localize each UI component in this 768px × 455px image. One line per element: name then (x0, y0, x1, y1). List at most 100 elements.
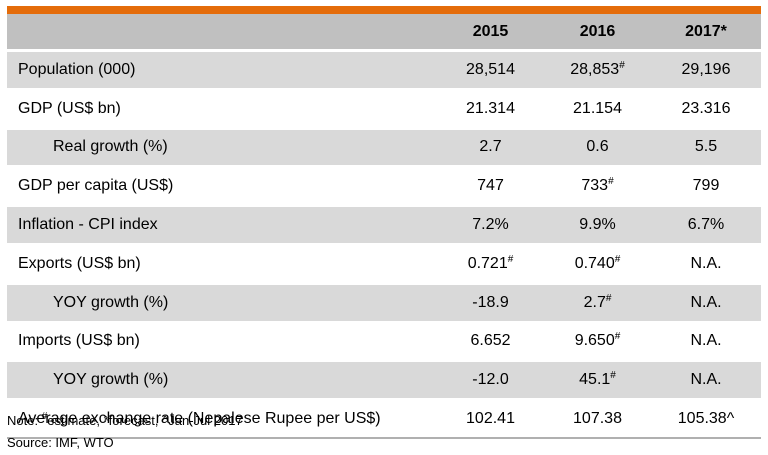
value-cell: 28,514 (437, 50, 544, 91)
cell-value: 21.314 (466, 99, 515, 117)
cell-value: 29,196 (681, 60, 731, 78)
value-cell: 747 (437, 166, 544, 208)
table-row: Inflation - CPI index 7.2% 9.9% 6.7% (7, 205, 761, 246)
table-row: Imports (US$ bn) 6.652 9.650# N.A. (7, 322, 761, 363)
value-cell: -12.0 (437, 360, 544, 402)
header-cell-2017: 2017* (651, 14, 761, 52)
note-estimate-mark: # (41, 411, 48, 422)
value-cell: 9.650# (544, 322, 651, 363)
cell-value: N.A. (690, 332, 722, 350)
value-cell: 2.7# (544, 283, 651, 324)
value-cell: 6.7% (651, 205, 761, 246)
cell-value: N.A. (690, 293, 722, 311)
value-cell: N.A. (651, 244, 761, 285)
cell-value: 5.5 (694, 138, 718, 156)
table-note: Note: #estimate, *forecast, ^Jan-Jul 201… (7, 411, 243, 429)
table-row: Average exchange rate (Nepalese Rupee pe… (7, 399, 761, 439)
cell-value: 6.652 (470, 332, 511, 350)
row-label: GDP (US$ bn) (7, 89, 437, 130)
table-source: Source: IMF, WTO (7, 435, 114, 450)
value-cell: 28,853# (544, 50, 651, 91)
estimate-marker: # (614, 253, 621, 265)
cell-value: 2.7 (479, 138, 502, 156)
row-label: Imports (US$ bn) (7, 322, 437, 363)
table-row: Exports (US$ bn) 0.721# 0.740# N.A. (7, 244, 761, 285)
value-cell: 5.5 (651, 128, 761, 169)
cell-value: -12.0 (472, 371, 509, 389)
value-cell: 105.38^ (651, 399, 761, 439)
header-cell-2015: 2015 (437, 14, 544, 52)
estimate-marker: # (619, 59, 625, 71)
cell-value: 733 (581, 177, 609, 195)
header-cell-2016: 2016 (544, 14, 651, 52)
value-cell: 2.7 (437, 128, 544, 169)
cell-value: 0.6 (586, 138, 609, 156)
cell-value: 9.9% (579, 216, 616, 234)
cell-value: 6.7% (687, 216, 725, 234)
economic-indicators-table: 2015 2016 2017* Population (000) 28,514 28… (7, 14, 761, 439)
row-label: GDP per capita (US$) (7, 166, 437, 208)
note-prefix: Note: (7, 413, 42, 428)
value-cell: 102.41 (437, 399, 544, 439)
value-cell: 9.9% (544, 205, 651, 246)
cell-value: 21.154 (573, 99, 622, 117)
cell-value: 102.41 (466, 410, 515, 428)
cell-value: 2.7 (583, 293, 606, 311)
value-cell: 29,196 (651, 50, 761, 91)
cell-value: 0.740 (574, 254, 615, 272)
value-cell: N.A. (651, 283, 761, 324)
cell-value: 799 (692, 177, 720, 195)
estimate-marker: # (614, 331, 621, 343)
cell-value: -18.9 (472, 293, 509, 311)
table-row: Population (000) 28,514 28,853# 29,196 (7, 50, 761, 91)
value-cell: 107.38 (544, 399, 651, 439)
row-label: Exports (US$ bn) (7, 244, 437, 285)
row-label: YOY growth (%) (7, 360, 437, 402)
value-cell: 733# (544, 166, 651, 208)
cell-value: 9.650 (574, 332, 615, 350)
top-accent-bar (7, 6, 761, 14)
value-cell: N.A. (651, 322, 761, 363)
header-cell-label (7, 14, 437, 52)
value-cell: 21.314 (437, 89, 544, 130)
cell-value: 28,853 (570, 60, 620, 78)
value-cell: 45.1# (544, 360, 651, 402)
estimate-marker: # (605, 292, 612, 304)
value-cell: 23.316 (651, 89, 761, 130)
value-cell: 0.6 (544, 128, 651, 169)
cell-value: 7.2% (472, 216, 509, 234)
row-label: Population (000) (7, 50, 437, 91)
cell-value: 28,514 (466, 60, 515, 78)
value-cell: 7.2% (437, 205, 544, 246)
cell-value: 0.721 (467, 254, 508, 272)
table-body: Population (000) 28,514 28,853# 29,196 GDP (… (7, 50, 761, 439)
row-label: Average exchange rate (Nepalese Rupee pe… (7, 399, 437, 439)
cell-value: 107.38 (573, 410, 622, 428)
row-label: YOY growth (%) (7, 283, 437, 324)
value-cell: 0.740# (544, 244, 651, 285)
table-row: GDP (US$ bn) 21.314 21.154 23.316 (7, 89, 761, 130)
row-label: Inflation - CPI index (7, 205, 437, 246)
table-row: YOY growth (%) -12.0 45.1# N.A. (7, 360, 761, 402)
note-text: estimate, *forecast, ^Jan-Jul 2017 (47, 413, 243, 428)
cell-value: 747 (477, 177, 504, 195)
value-cell: 6.652 (437, 322, 544, 363)
row-label: Real growth (%) (7, 128, 437, 169)
value-cell: 0.721# (437, 244, 544, 285)
cell-value: 45.1 (579, 371, 611, 389)
table-row: YOY growth (%) -18.9 2.7# N.A. (7, 283, 761, 324)
cell-value: 23.316 (681, 99, 731, 117)
table-row: GDP per capita (US$) 747 733# 799 (7, 166, 761, 208)
cell-value: N.A. (690, 371, 722, 389)
cell-value: N.A. (690, 254, 722, 272)
table-row: Real growth (%) 2.7 0.6 5.5 (7, 128, 761, 169)
estimate-marker: # (608, 176, 614, 188)
cell-value: 105.38^ (677, 410, 735, 428)
estimate-marker: # (507, 253, 514, 265)
table-header-row: 2015 2016 2017* (7, 14, 761, 52)
estimate-marker: # (610, 370, 616, 382)
value-cell: -18.9 (437, 283, 544, 324)
value-cell: 799 (651, 166, 761, 208)
value-cell: 21.154 (544, 89, 651, 130)
value-cell: N.A. (651, 360, 761, 402)
